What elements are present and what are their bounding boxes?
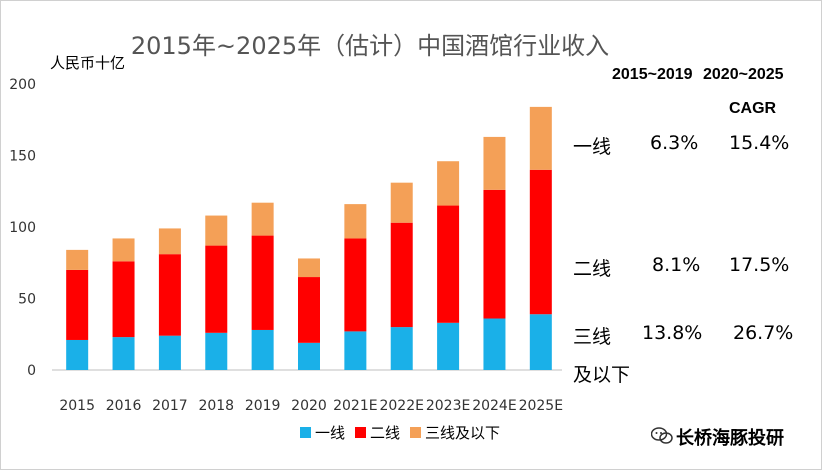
- cagr-col2-header: 2020~2025: [703, 66, 784, 83]
- y-tick-label: 150: [9, 149, 36, 165]
- bar-segment: [158, 335, 181, 370]
- cagr-tier-label: 二线: [573, 258, 612, 280]
- bar-segment: [251, 235, 274, 330]
- x-tick-label: 2022E: [379, 398, 423, 414]
- x-tick-label: 2015: [59, 398, 95, 414]
- y-tick-label: 0: [27, 363, 36, 379]
- cagr-tier-label: 一线: [573, 136, 612, 158]
- legend-swatch: [410, 427, 422, 438]
- bar-segment: [390, 327, 413, 370]
- legend-swatch: [355, 427, 367, 438]
- x-tick-label: 2018: [198, 398, 234, 414]
- bar-segment: [205, 332, 228, 370]
- y-tick-label: 50: [18, 292, 36, 308]
- bar-segment: [437, 161, 460, 206]
- bar-segment: [298, 342, 320, 370]
- cagr-value-2020-2025: 26.7%: [733, 322, 794, 344]
- legend-label: 二线: [370, 424, 401, 442]
- cagr-col2-subheader: CAGR: [729, 100, 777, 117]
- bar-segment: [298, 258, 320, 278]
- bar-segment: [437, 205, 460, 323]
- wechat-icon: [651, 427, 673, 444]
- footer-brand: 长桥海豚投研: [676, 428, 784, 449]
- x-tick-label: 2023E: [426, 398, 470, 414]
- bar-segment: [251, 329, 274, 370]
- bar-segment: [344, 238, 367, 332]
- legend-item-tier1: 一线: [300, 422, 345, 443]
- cagr-col1-header: 2015~2019: [612, 66, 693, 83]
- x-tick-label: 2024E: [472, 398, 516, 414]
- cagr-value-2015-2019: 13.8%: [642, 322, 703, 344]
- bar-segment: [112, 238, 135, 262]
- cagr-value-2020-2025: 15.4%: [729, 132, 790, 154]
- bar-segment: [529, 314, 552, 370]
- bar-segment: [529, 169, 552, 315]
- bar-segment: [112, 337, 135, 370]
- y-tick-label: 100: [9, 220, 36, 236]
- legend-item-tier2: 二线: [355, 422, 400, 443]
- cagr-value-2015-2019: 8.1%: [652, 254, 701, 276]
- cagr-tier-label-line2: 及以下: [573, 364, 631, 386]
- bar-segment: [483, 136, 506, 190]
- x-tick-label: 2019: [245, 398, 281, 414]
- legend-label: 一线: [315, 424, 346, 442]
- bar-segment: [205, 245, 228, 333]
- cagr-tier-label-line1: 三线: [573, 326, 612, 348]
- chart-title: 2015年~2025年（估计）中国酒馆行业收入: [130, 32, 610, 60]
- bar-segment: [66, 249, 89, 270]
- bar-segment: [66, 339, 89, 370]
- x-tick-label: 2020: [291, 398, 327, 414]
- bar-segment: [483, 318, 506, 370]
- bar-segment: [251, 202, 274, 236]
- bar-segment: [483, 189, 506, 319]
- bar-segment: [437, 322, 460, 370]
- bar-segment: [390, 182, 413, 223]
- bar-segment: [112, 261, 135, 338]
- x-tick-label: 2021E: [333, 398, 377, 414]
- cagr-value-2020-2025: 17.5%: [729, 254, 790, 276]
- bar-segment: [298, 277, 320, 343]
- bar-segment: [529, 106, 552, 170]
- unit-label: 人民币十亿: [50, 54, 126, 72]
- x-tick-label: 2017: [152, 398, 188, 414]
- y-tick-label: 200: [9, 77, 36, 93]
- bar-segment: [390, 222, 413, 328]
- x-tick-label: 2025E: [519, 398, 563, 414]
- chart-legend: 一线 二线 三线及以下: [300, 422, 500, 443]
- legend-swatch: [300, 427, 311, 438]
- legend-item-tier3: 三线及以下: [410, 422, 500, 443]
- bar-segment: [158, 228, 181, 255]
- bar-segment: [66, 269, 89, 340]
- x-tick-label: 2016: [106, 398, 142, 414]
- bar-segment: [205, 215, 228, 246]
- legend-label: 三线及以下: [425, 424, 501, 442]
- bar-segment: [344, 204, 367, 239]
- cagr-value-2015-2019: 6.3%: [650, 132, 699, 154]
- bar-segment: [344, 331, 367, 370]
- bar-segment: [158, 254, 181, 336]
